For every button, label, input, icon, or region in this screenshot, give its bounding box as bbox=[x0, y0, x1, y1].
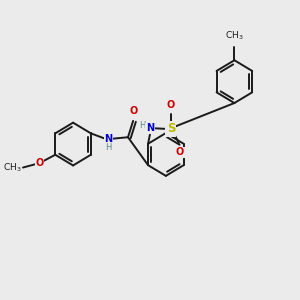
Text: CH$_3$: CH$_3$ bbox=[225, 30, 244, 42]
Text: N: N bbox=[146, 123, 154, 133]
Text: CH$_3$: CH$_3$ bbox=[3, 161, 22, 174]
Text: O: O bbox=[129, 106, 137, 116]
Text: H: H bbox=[105, 142, 112, 152]
Text: O: O bbox=[167, 100, 175, 110]
Text: O: O bbox=[176, 147, 184, 157]
Text: H: H bbox=[139, 122, 146, 130]
Text: S: S bbox=[167, 122, 175, 135]
Text: N: N bbox=[104, 134, 112, 144]
Text: O: O bbox=[35, 158, 44, 168]
